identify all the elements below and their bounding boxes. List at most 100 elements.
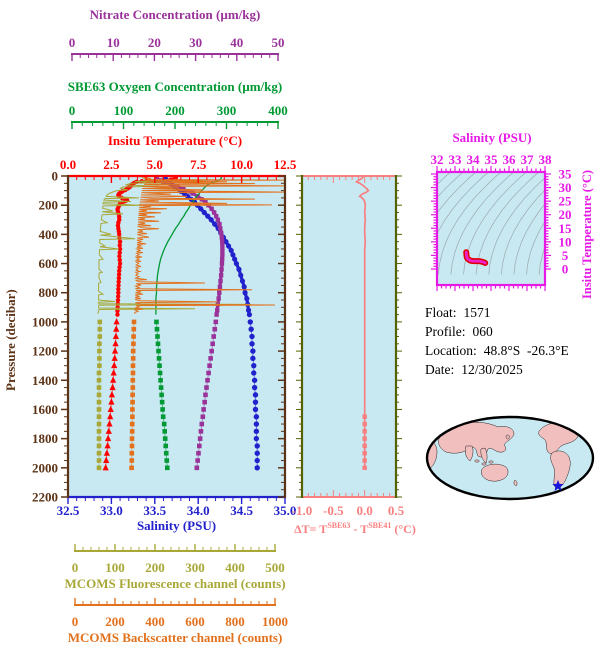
deep-marker <box>163 443 169 449</box>
deep-marker <box>251 362 257 369</box>
deep-marker <box>130 370 136 376</box>
delta-t-marker <box>362 458 367 463</box>
float-value: 1571 <box>463 305 491 320</box>
deep-marker <box>129 458 135 463</box>
land-indochina <box>480 447 488 464</box>
data-dot <box>175 184 180 190</box>
deep-marker <box>103 456 110 464</box>
deep-marker <box>254 443 260 449</box>
backscatter-tick-label: 400 <box>145 614 165 629</box>
deep-marker <box>130 407 135 412</box>
temperature-tick-label: 0.0 <box>60 157 76 172</box>
deep-marker <box>130 363 136 368</box>
data-dot <box>219 256 225 262</box>
deep-marker <box>129 429 135 434</box>
land-japan <box>505 434 510 440</box>
data-dot <box>217 221 222 227</box>
data-dot <box>115 297 121 303</box>
ts-temperature-tick-label: 15 <box>559 221 573 236</box>
deep-marker <box>197 443 202 449</box>
deep-marker <box>113 318 120 325</box>
deep-marker <box>112 339 119 347</box>
deep-marker <box>112 332 120 339</box>
oxygen-axis: 0 100 200 300 400 <box>69 103 288 129</box>
deep-marker <box>213 319 219 325</box>
deep-marker <box>129 436 135 441</box>
deep-marker <box>96 465 102 471</box>
data-dot <box>117 246 123 252</box>
data-dot <box>217 284 223 290</box>
nitrate-tick-label: 0 <box>69 35 76 50</box>
deep-marker <box>130 356 136 361</box>
deep-marker <box>254 465 260 471</box>
salinity-axis: 32.5 33.0 33.5 34.0 34.5 35.0 <box>57 495 296 518</box>
ts-profile <box>463 249 489 266</box>
data-dot <box>198 206 204 212</box>
isopycnal-line <box>437 172 464 199</box>
land-greenland <box>575 420 588 430</box>
data-dot <box>185 193 191 200</box>
deep-marker <box>254 457 260 464</box>
deep-marker <box>96 407 102 412</box>
data-dot <box>203 200 208 205</box>
data-dot <box>214 213 219 219</box>
oxygen-tick-label: 300 <box>217 103 237 118</box>
deep-marker <box>129 450 135 456</box>
backscatter-tick-label: 800 <box>225 614 245 629</box>
ts-salinity-tick-label: 37 <box>521 152 535 167</box>
fluorescence-tick-label: 200 <box>145 560 165 575</box>
ts-temperature-tick-label: 30 <box>559 180 572 195</box>
delta-t-tick-label: 0.5 <box>388 503 405 518</box>
deep-marker <box>130 399 135 405</box>
deep-marker <box>194 465 200 471</box>
deep-marker <box>96 458 102 463</box>
temperature-axis-title: Insitu Temperature (°C) <box>107 133 243 148</box>
deep-marker <box>164 465 170 471</box>
temperature-tick-label: 7.5 <box>190 157 207 172</box>
ts-salinity-axis-title: Salinity (PSU) <box>452 130 532 145</box>
date-info-line: Date: 12/30/2025 <box>425 362 569 378</box>
nitrate-tick-label: 40 <box>230 35 243 50</box>
fluorescence-tick-label: 300 <box>185 560 205 575</box>
deep-marker <box>253 428 260 435</box>
delta-t-title-prefix: ΔT= T <box>294 522 328 536</box>
deep-marker <box>110 369 117 376</box>
deep-marker <box>158 377 163 383</box>
deep-marker <box>96 414 102 420</box>
data-dot <box>218 226 223 231</box>
deep-marker <box>206 370 211 376</box>
delta-t-title-sup2: SBE41 <box>368 521 392 530</box>
deep-marker <box>247 319 253 325</box>
deep-marker <box>160 407 165 412</box>
date-value: 12/30/2025 <box>461 362 523 377</box>
data-dot <box>117 250 122 255</box>
deep-marker <box>130 414 135 420</box>
isopycnal-line <box>513 203 545 275</box>
profile-label: Profile: <box>425 324 466 339</box>
deep-marker <box>249 341 255 347</box>
deep-marker <box>130 348 136 354</box>
salinity-tick-label: 34.0 <box>187 503 210 518</box>
deep-marker <box>251 370 257 376</box>
fluorescence-tick-label: 0 <box>72 560 79 575</box>
deep-marker <box>195 458 200 463</box>
ts-salinity-tick-label: 34 <box>467 152 481 167</box>
deep-marker <box>97 326 103 332</box>
deep-marker <box>96 429 102 434</box>
delta-t-marker <box>362 465 367 471</box>
nitrate-axis: 0 10 20 30 40 50 <box>69 35 285 61</box>
salinity-tick-label: 33.0 <box>100 503 123 518</box>
data-dot <box>116 275 122 281</box>
deep-marker <box>253 421 260 427</box>
delta-t-marker <box>362 451 367 456</box>
fluorescence-tick-label: 100 <box>105 560 125 575</box>
deep-marker <box>253 414 260 420</box>
pressure-tick-label: 400 <box>39 227 59 242</box>
data-dot <box>242 290 248 296</box>
deep-marker <box>208 356 213 361</box>
land-australia <box>481 463 509 482</box>
deep-marker <box>130 377 136 383</box>
deep-marker <box>155 341 161 347</box>
delta-t-tick-label: -1.0 <box>292 503 313 518</box>
ts-plot-background <box>437 172 545 285</box>
